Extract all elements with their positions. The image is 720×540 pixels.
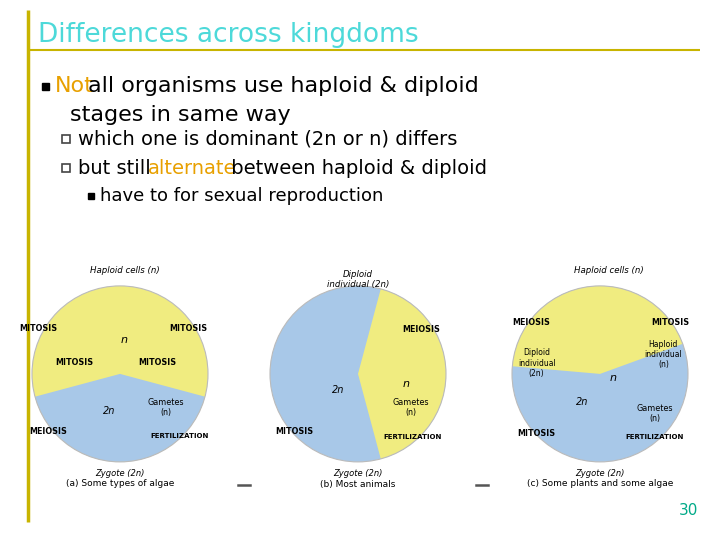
- Text: Haploid
individual
(n): Haploid individual (n): [644, 340, 683, 369]
- Text: Gametes
(n): Gametes (n): [148, 397, 184, 417]
- Bar: [62, 164, 70, 172]
- Text: all organisms use haploid & diploid: all organisms use haploid & diploid: [88, 76, 479, 96]
- Text: have to for sexual reproduction: have to for sexual reproduction: [100, 187, 383, 205]
- Text: n: n: [610, 373, 617, 383]
- Text: 2n: 2n: [576, 397, 588, 407]
- Text: Zygote (2n): Zygote (2n): [95, 469, 145, 478]
- Text: between haploid & diploid: between haploid & diploid: [225, 159, 487, 178]
- Text: 2n: 2n: [103, 406, 116, 416]
- Text: Not: Not: [55, 76, 94, 96]
- Text: MITOSIS: MITOSIS: [19, 323, 57, 333]
- Text: Diploid
individual
(2n): Diploid individual (2n): [518, 348, 556, 378]
- Text: (c) Some plants and some algae: (c) Some plants and some algae: [527, 480, 673, 489]
- Text: MEIOSIS: MEIOSIS: [513, 319, 550, 327]
- Text: Gametes
(n): Gametes (n): [636, 404, 672, 423]
- Wedge shape: [513, 286, 683, 374]
- Text: MITOSIS: MITOSIS: [518, 429, 556, 438]
- Text: MEIOSIS: MEIOSIS: [402, 326, 441, 334]
- Text: but still: but still: [78, 159, 157, 178]
- Text: n: n: [121, 335, 128, 346]
- Text: Gametes
(n): Gametes (n): [392, 397, 429, 417]
- Text: Zygote (2n): Zygote (2n): [575, 469, 625, 478]
- Bar: [88, 193, 94, 199]
- Text: Zygote (2n): Zygote (2n): [333, 469, 383, 478]
- Circle shape: [32, 286, 208, 462]
- Text: MITOSIS: MITOSIS: [652, 319, 690, 327]
- Text: FERTILIZATION: FERTILIZATION: [626, 434, 684, 440]
- Text: 30: 30: [679, 503, 698, 518]
- Wedge shape: [358, 289, 446, 459]
- Text: MITOSIS: MITOSIS: [55, 358, 94, 367]
- Text: alternate: alternate: [148, 159, 236, 178]
- Circle shape: [512, 286, 688, 462]
- Text: (b) Most animals: (b) Most animals: [320, 480, 396, 489]
- Text: MEIOSIS: MEIOSIS: [29, 427, 67, 436]
- Text: FERTILIZATION: FERTILIZATION: [150, 433, 209, 438]
- Text: stages in same way: stages in same way: [70, 105, 291, 125]
- Bar: [42, 83, 49, 90]
- Text: FERTILIZATION: FERTILIZATION: [383, 434, 442, 440]
- Text: Diploid
individual (2n): Diploid individual (2n): [327, 270, 390, 289]
- Wedge shape: [35, 374, 205, 462]
- Text: Haploid cells (n): Haploid cells (n): [574, 266, 644, 275]
- Circle shape: [270, 286, 446, 462]
- Text: (a) Some types of algae: (a) Some types of algae: [66, 480, 174, 489]
- Text: Differences across kingdoms: Differences across kingdoms: [38, 22, 418, 48]
- Text: which one is dominant (2n or n) differs: which one is dominant (2n or n) differs: [78, 130, 457, 148]
- Text: n: n: [403, 380, 410, 389]
- Text: MITOSIS: MITOSIS: [276, 427, 314, 436]
- Text: MITOSIS: MITOSIS: [170, 323, 207, 333]
- Text: MITOSIS: MITOSIS: [138, 358, 176, 367]
- Text: 2n: 2n: [333, 384, 345, 395]
- Text: Haploid cells (n): Haploid cells (n): [89, 266, 159, 275]
- Bar: [62, 135, 70, 143]
